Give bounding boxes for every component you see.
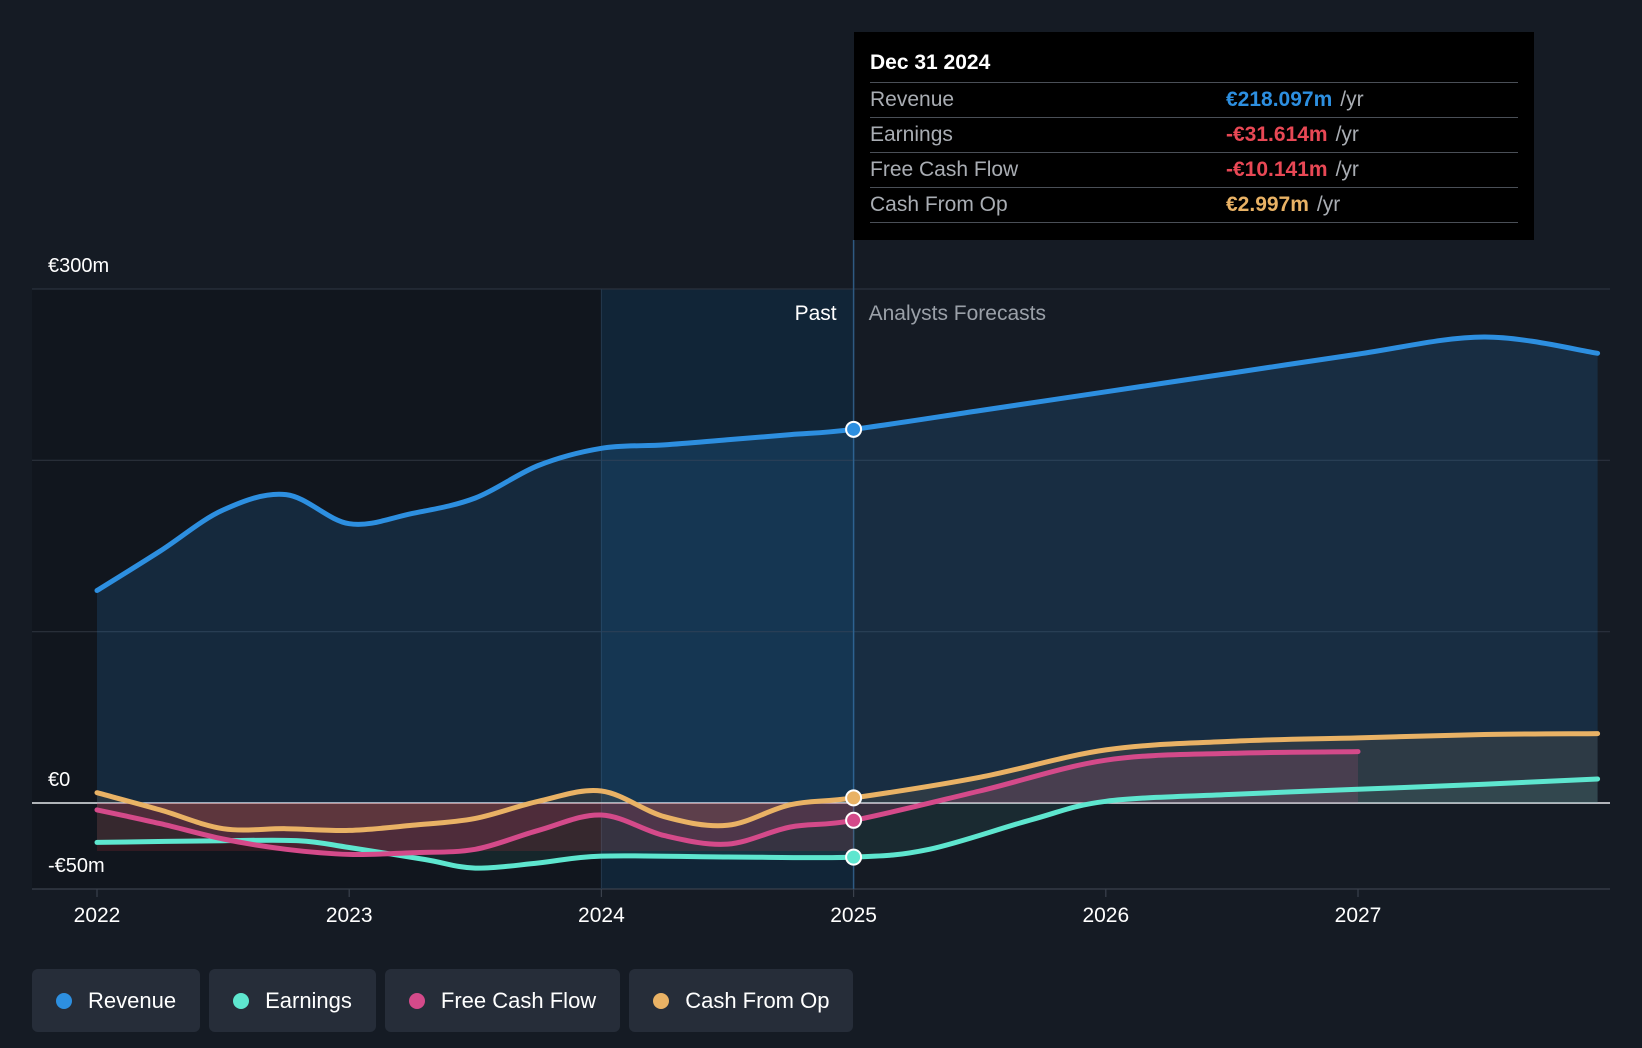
marker-cash-from-op (845, 789, 863, 807)
legend-item-free-cash-flow[interactable]: Free Cash Flow (384, 969, 621, 1032)
highlight-region (601, 289, 854, 889)
tooltip-row: Earnings -€31.614m/yr (870, 118, 1518, 153)
legend-item-earnings[interactable]: Earnings (209, 969, 376, 1032)
x-tick-label: 2022 (74, 904, 121, 927)
legend-item-revenue[interactable]: Revenue (32, 969, 201, 1032)
tooltip-row-value: €218.097m (1226, 88, 1333, 111)
tooltip-row-unit: /yr (1340, 88, 1364, 111)
y-tick-label: €0 (48, 769, 70, 791)
y-tick-label: €300m (48, 255, 109, 277)
tooltip-row-unit: /yr (1316, 193, 1341, 216)
tooltip-row-unit: /yr (1335, 158, 1359, 181)
past-label: Past (795, 302, 837, 325)
x-tick-label: 2027 (1335, 904, 1382, 927)
legend: Revenue Earnings Free Cash Flow Cash From O… (32, 969, 854, 1032)
legend-item-cash-from-op[interactable]: Cash From Op (629, 969, 854, 1032)
tooltip-row-label: Free Cash Flow (870, 158, 1019, 181)
tooltip-row-label: Revenue (870, 88, 955, 111)
x-tick-label: 2023 (326, 904, 373, 927)
area-cash-from-op (97, 733, 1598, 831)
tooltip-row-unit: /yr (1335, 123, 1359, 146)
tooltip-row-value: €2.997m (1226, 193, 1309, 216)
marker-earnings (845, 848, 863, 866)
line-free-cash-flow (94, 749, 1361, 858)
tooltip-row-label: Cash From Op (870, 193, 1008, 216)
tooltip: Dec 31 2024 Revenue €218.097m/yr Earnings -… (854, 32, 1534, 240)
tooltip-row: Free Cash Flow -€10.141m/yr (870, 153, 1518, 188)
legend-dot-icon (56, 992, 72, 1009)
marker-revenue (845, 420, 863, 438)
marker-free-cash-flow (845, 811, 863, 829)
legend-dot-icon (653, 992, 670, 1009)
tooltip-row-value: -€31.614m (1226, 123, 1328, 146)
y-tick-label: -€50m (48, 855, 105, 877)
tooltip-row-label: Earnings (870, 123, 953, 146)
legend-dot-icon (233, 992, 250, 1009)
x-tick-label: 2026 (1082, 904, 1129, 927)
tooltip-date: Dec 31 2024 (870, 46, 1518, 83)
legend-label: Revenue (88, 987, 177, 1013)
line-earnings (94, 776, 1601, 871)
line-cash-from-op (94, 731, 1601, 834)
tooltip-row-value: -€10.141m (1226, 158, 1328, 181)
tooltip-row: Cash From Op €2.997m/yr (870, 188, 1518, 223)
legend-label: Free Cash Flow (440, 987, 597, 1013)
x-tick-label: 2025 (830, 904, 877, 927)
line-revenue (94, 334, 1601, 593)
past-region (32, 289, 602, 889)
legend-dot-icon (408, 992, 425, 1009)
area-revenue (97, 336, 1598, 803)
area-free-cash-flow (97, 751, 1358, 855)
tooltip-row: Revenue €218.097m/yr (870, 83, 1518, 118)
forecast-label: Analysts Forecasts (869, 302, 1046, 325)
x-tick-label: 2024 (578, 904, 625, 927)
legend-label: Cash From Op (685, 987, 830, 1013)
legend-label: Earnings (265, 987, 352, 1013)
